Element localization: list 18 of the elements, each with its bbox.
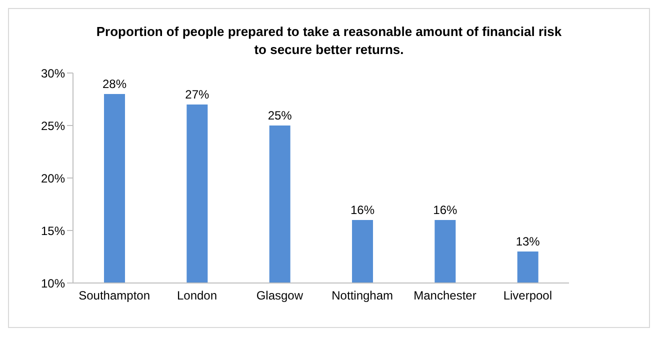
data-label: 16% — [433, 203, 458, 217]
x-tick-label: Glasgow — [256, 288, 304, 303]
y-tick-label: 30% — [40, 66, 66, 80]
data-label: 27% — [185, 88, 210, 102]
x-tick-label: Nottingham — [332, 288, 394, 303]
y-tick-label: 15% — [40, 224, 66, 238]
y-tick-label: 20% — [40, 171, 66, 186]
x-tick-label: Manchester — [414, 288, 476, 303]
y-tick-label: 25% — [40, 118, 66, 133]
data-label: 16% — [350, 203, 375, 217]
y-tick-label: 10% — [40, 276, 66, 290]
data-label: 13% — [516, 234, 540, 248]
data-label: 28% — [102, 77, 127, 91]
chart-title: Proportion of people prepared to take a reasonable amount of financial risk to secure better returns. — [95, 23, 563, 59]
x-tick-label: London — [176, 288, 218, 303]
x-tick-label: Liverpool — [503, 288, 552, 303]
data-label: 25% — [268, 108, 292, 122]
x-tick-label: Southampton — [78, 288, 150, 303]
